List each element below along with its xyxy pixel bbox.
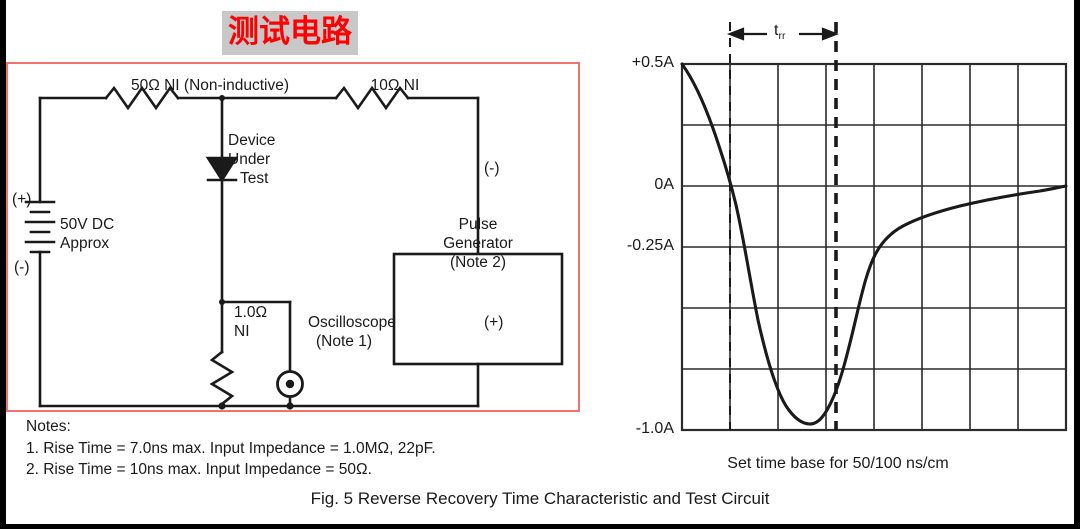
sense-resistor-value-label: 1.0Ω (234, 304, 268, 321)
y-tick-label-2: -0.25A (626, 237, 674, 254)
pulsegen-positive-terminal-label: (+) (484, 314, 504, 331)
resistor-50ohm-label: 50Ω NI (Non-inductive) (130, 77, 290, 94)
oscilloscope-connector-icon (276, 370, 304, 398)
y-tick-label-3: -1.0A (635, 420, 674, 437)
right-black-bar (1074, 0, 1080, 529)
supply-negative-terminal-label: (-) (14, 259, 30, 276)
reverse-recovery-waveform-chart: +0.5A 0A -0.25A -1.0A trr Set time base … (600, 0, 1076, 489)
note-2: 2. Rise Time = 10ns max. Input Impedance… (26, 461, 372, 478)
supply-value-label: 50V DC (60, 216, 115, 233)
page-title: 测试电路 (222, 11, 358, 55)
waveform-plot (680, 22, 1068, 432)
resistor-10ohm-label: 10Ω NI (370, 77, 420, 94)
dut-label-line3: Test (240, 170, 269, 187)
left-black-bar (0, 0, 6, 529)
oscilloscope-note-label: (Note 1) (316, 333, 372, 350)
bottom-black-bar (0, 524, 1080, 529)
supply-positive-terminal-label: (+) (12, 191, 32, 208)
supply-approx-label: Approx (60, 235, 110, 252)
pulsegen-label-line1: Pulse (458, 216, 498, 233)
figure-caption: Fig. 5 Reverse Recovery Time Characteris… (310, 489, 770, 508)
y-tick-label-0: +0.5A (631, 54, 674, 71)
waveform-trace (680, 62, 1068, 426)
trr-annotation-base: t (774, 22, 779, 39)
test-circuit-schematic (24, 85, 564, 410)
y-tick-label-1: 0A (654, 176, 674, 193)
trr-annotation-label: trr (774, 22, 785, 42)
oscilloscope-label: Oscilloscope (308, 314, 396, 331)
pulsegen-label-line3: (Note 2) (450, 254, 506, 271)
sense-resistor-ni-label: NI (234, 323, 250, 340)
notes-heading: Notes: (26, 418, 71, 435)
pulsegen-label-line2: Generator (443, 235, 513, 252)
trr-annotation-subscript: rr (778, 30, 786, 43)
timebase-note: Set time base for 50/100 ns/cm (727, 455, 949, 472)
note-1: 1. Rise Time = 7.0ns max. Input Impedanc… (26, 439, 436, 457)
dut-label-line2: Under (228, 151, 271, 168)
pulsegen-negative-terminal-label: (-) (484, 160, 500, 177)
dut-label-line1: Device (228, 132, 276, 149)
notes-block: Notes: 1. Rise Time = 7.0ns max. Input I… (26, 416, 436, 481)
